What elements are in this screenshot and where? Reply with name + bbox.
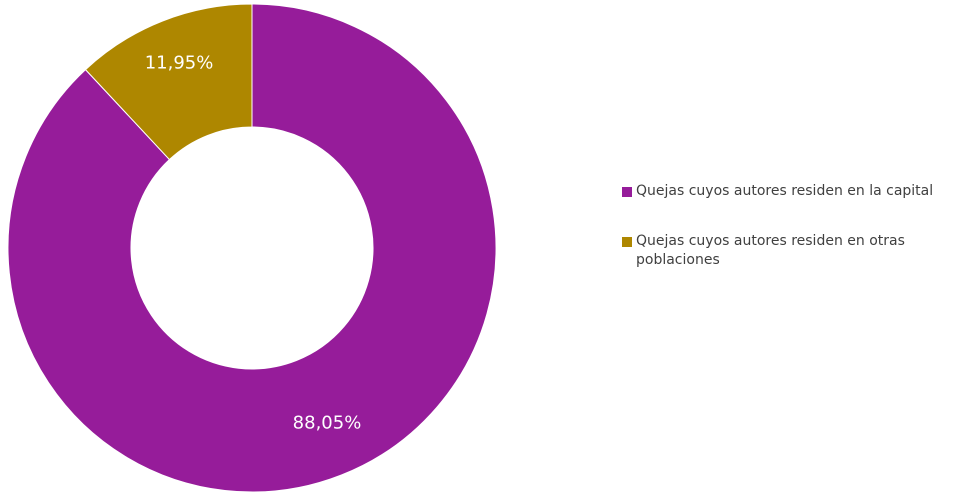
legend-swatch-otras-poblaciones — [622, 237, 632, 247]
data-label-otras-poblaciones: 11,95% — [145, 52, 214, 73]
legend: Quejas cuyos autores residen en la capit… — [622, 182, 972, 301]
legend-item-otras-poblaciones: Quejas cuyos autores residen en otras po… — [622, 232, 972, 270]
donut-slice-capital — [7, 3, 497, 493]
donut-slice-otras-poblaciones — [84, 3, 253, 161]
data-label-capital: 88,05% — [293, 413, 362, 434]
legend-item-capital: Quejas cuyos autores residen en la capit… — [622, 182, 972, 201]
legend-label-otras-poblaciones: Quejas cuyos autores residen en otras po… — [636, 233, 905, 268]
legend-swatch-capital — [622, 187, 632, 197]
legend-label-capital: Quejas cuyos autores residen en la capit… — [636, 183, 934, 199]
